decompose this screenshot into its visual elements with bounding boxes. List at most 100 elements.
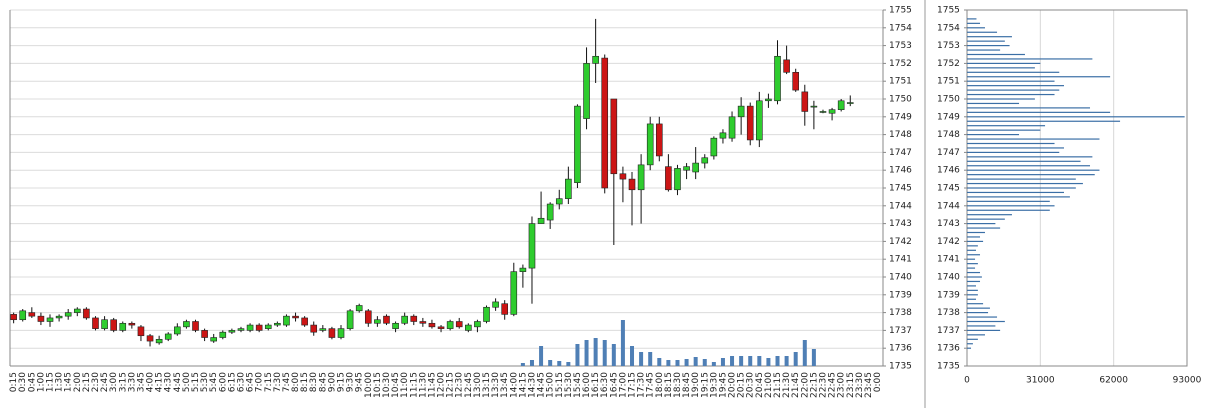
y-tick-label: 1741: [937, 255, 960, 265]
bar: [967, 227, 1001, 229]
x-tick-label: 9:00: [327, 372, 337, 392]
x-tick-label: 4:15: [155, 372, 165, 392]
x-tick-label: 3:45: [136, 372, 146, 392]
y-tick-label: 1753: [889, 41, 912, 51]
candle-body: [110, 319, 117, 331]
bar: [967, 85, 1064, 87]
bar: [967, 338, 978, 340]
candle-body: [646, 123, 654, 166]
candle-body: [574, 105, 581, 183]
candle-body: [28, 312, 36, 317]
candle-body: [665, 166, 672, 191]
x-tick-label: 13:45: [500, 372, 510, 398]
bar: [967, 267, 976, 269]
bar: [967, 125, 1046, 127]
bar: [967, 80, 1055, 82]
bar: [967, 22, 981, 24]
y-tick-label: 1748: [937, 130, 960, 140]
bar: [967, 116, 1185, 118]
x-tick-label: 0:15: [9, 372, 19, 392]
x-tick-label: 5:00: [182, 372, 192, 392]
y-tick-label: 1743: [889, 219, 912, 229]
bar: [967, 45, 1010, 47]
candle-body: [419, 321, 427, 324]
bar: [967, 276, 982, 278]
bar: [967, 182, 1083, 185]
bar: [967, 156, 1093, 158]
x-tick-label: 21:15: [773, 372, 783, 398]
x-tick-label: 7:00: [255, 372, 265, 392]
y-tick-label: 1754: [889, 23, 912, 33]
bar: [967, 263, 978, 265]
volume-bar: [620, 320, 625, 366]
y-tick-label: 1744: [937, 201, 960, 211]
candle-body: [474, 321, 481, 328]
bar: [967, 200, 1050, 202]
x-tick-label: 15:00: [546, 372, 556, 398]
candle-body: [73, 308, 81, 313]
volume-bar: [520, 363, 525, 366]
x-tick-label: 31000: [1026, 376, 1055, 386]
bar: [967, 36, 1012, 38]
x-tick-label: 9:15: [337, 372, 347, 392]
volume-bar: [584, 340, 589, 366]
candle-body: [37, 315, 45, 322]
bar: [967, 178, 1076, 180]
x-tick-label: 22:45: [828, 372, 838, 398]
bar: [967, 280, 981, 283]
x-tick-label: 14:15: [518, 372, 528, 398]
candle-body: [183, 321, 190, 328]
bar: [967, 294, 978, 296]
x-tick-label: 2:15: [82, 372, 92, 392]
bar: [967, 254, 981, 256]
x-tick-label: 0: [964, 376, 970, 386]
bar: [967, 271, 981, 274]
x-tick-label: 6:00: [218, 372, 228, 392]
y-tick-label: 1736: [889, 344, 912, 354]
volume-bar: [666, 360, 671, 366]
candle-body: [201, 330, 208, 338]
y-tick-label: 1753: [937, 41, 960, 51]
candle-body: [555, 198, 563, 205]
x-tick-label: 5:30: [200, 372, 210, 392]
x-tick-label: 12:00: [437, 372, 447, 398]
x-tick-label: 21:30: [782, 372, 792, 398]
volume-bar: [611, 344, 616, 366]
candle-body: [374, 319, 381, 324]
candle-body: [346, 310, 354, 329]
bar: [967, 214, 1012, 216]
y-tick-label: 1736: [937, 344, 960, 354]
y-tick-label: 1746: [937, 166, 960, 176]
bar: [967, 111, 1111, 113]
candle-body: [610, 98, 618, 175]
bar: [967, 169, 1100, 171]
bar: [967, 147, 1064, 149]
x-tick-label: 20:45: [755, 372, 765, 398]
x-tick-label: 6:15: [227, 372, 237, 392]
candle-body: [637, 164, 645, 191]
candle-body: [819, 111, 827, 113]
y-tick-label: 1751: [889, 77, 912, 87]
candle-body: [619, 173, 627, 180]
y-tick-label: 1737: [937, 326, 960, 336]
volume-bar: [775, 356, 780, 366]
candle-body: [255, 324, 263, 331]
bar: [967, 120, 1121, 122]
candle-body: [737, 105, 745, 118]
x-tick-label: 19:30: [709, 372, 719, 398]
candle-body: [765, 98, 772, 102]
x-tick-label: 15:15: [555, 372, 565, 398]
bar: [967, 76, 1111, 78]
volume-bar: [757, 356, 762, 366]
candle-body: [810, 105, 818, 108]
candle-body: [510, 271, 518, 315]
x-tick-label: 8:30: [309, 372, 319, 392]
bar: [967, 343, 973, 345]
candle-body: [701, 157, 709, 164]
y-tick-label: 1747: [937, 148, 960, 158]
bar: [967, 165, 1091, 167]
x-tick-label: 15:30: [564, 372, 574, 398]
candle-body: [246, 324, 254, 331]
bar: [967, 325, 996, 327]
y-tick-label: 1748: [889, 130, 912, 140]
